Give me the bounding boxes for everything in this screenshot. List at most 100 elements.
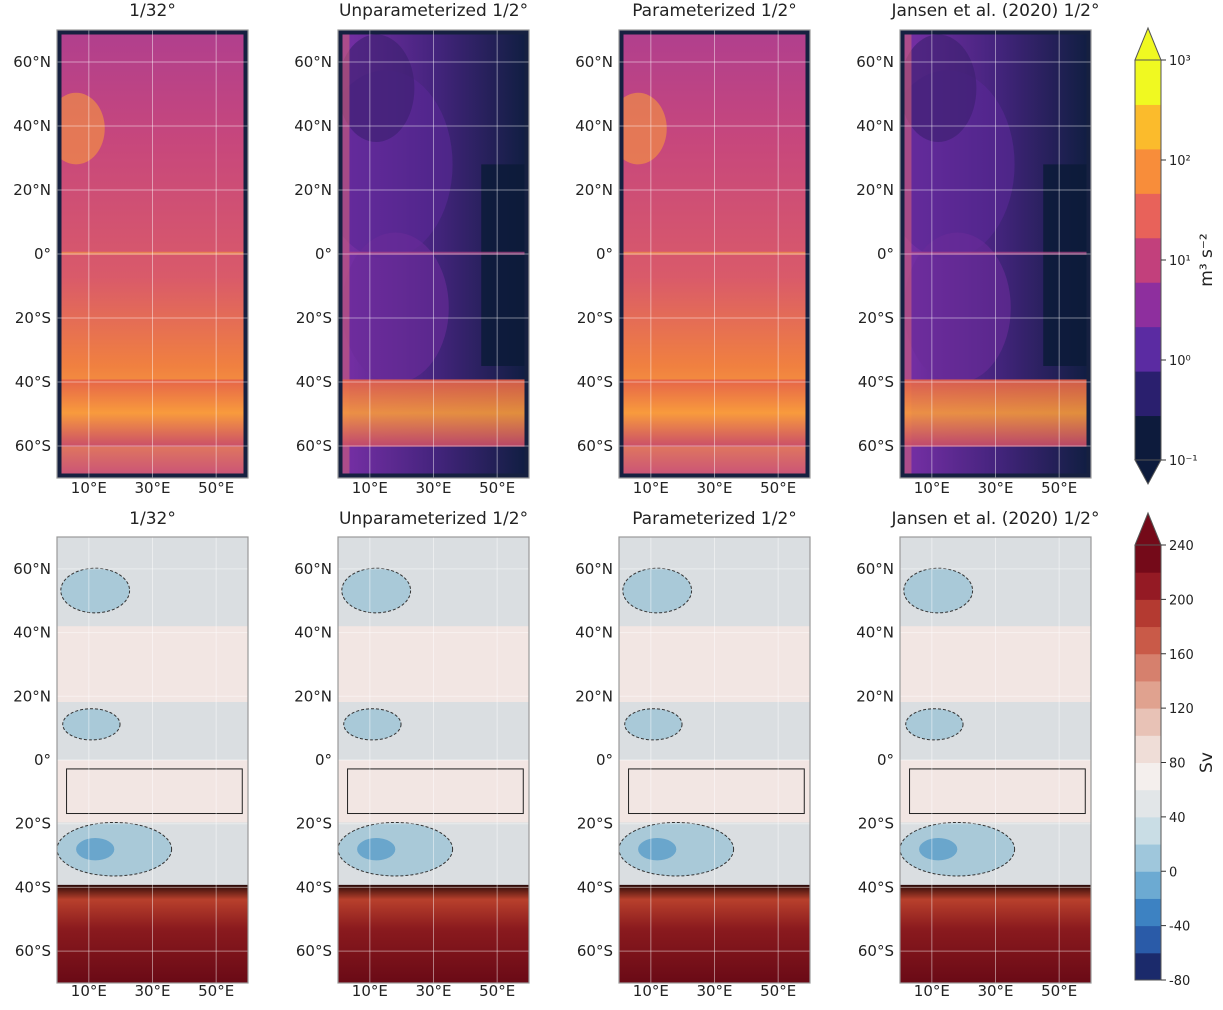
colorbar-band bbox=[1135, 599, 1161, 628]
field-blob bbox=[919, 838, 958, 861]
lon-tick-label: 30°E bbox=[977, 479, 1013, 497]
colorbar-band bbox=[1135, 789, 1161, 818]
field-frame bbox=[619, 30, 810, 478]
colorbar-band bbox=[1135, 545, 1161, 573]
field-blob bbox=[338, 34, 415, 143]
field-dark bbox=[1043, 164, 1091, 366]
lat-tick-label: 60°S bbox=[577, 437, 613, 455]
field-contour bbox=[347, 768, 524, 815]
lat-tick-label: 40°N bbox=[575, 624, 613, 642]
lat-tick-label: 40°S bbox=[577, 878, 613, 896]
field bbox=[900, 537, 1091, 983]
lon-tick-label: 10°E bbox=[633, 479, 669, 497]
field-blob bbox=[76, 838, 115, 861]
lon-tick-label: 10°E bbox=[352, 479, 388, 497]
lon-tick-label: 30°E bbox=[415, 479, 451, 497]
colorbar-band bbox=[1135, 762, 1161, 791]
lat-tick-label: 0° bbox=[877, 751, 894, 769]
lat-tick-label: 20°S bbox=[296, 815, 332, 833]
colorbar-tick-label: -80 bbox=[1169, 974, 1190, 989]
lat-tick-label: 20°S bbox=[577, 309, 613, 327]
panel-border bbox=[899, 29, 1092, 479]
map-panel: 60°N 40°N 20°N 0° 20°S 40°S 60°S 10°E 30°E 50°E Un… bbox=[294, 509, 530, 1000]
lon-tick-label: 10°E bbox=[914, 479, 950, 497]
lon-tick-label: 30°E bbox=[696, 479, 732, 497]
lon-tick-label: 30°E bbox=[415, 982, 451, 1000]
field-pink bbox=[900, 760, 1091, 823]
lon-tick-label: 30°E bbox=[696, 982, 732, 1000]
panel-title: Unparameterized 1/2° bbox=[339, 1, 528, 21]
lat-tick-label: 40°S bbox=[296, 878, 332, 896]
lat-tick-label: 20°N bbox=[13, 687, 51, 705]
field-contour bbox=[628, 768, 805, 815]
colorbar-label: m³ s⁻² bbox=[1197, 233, 1217, 286]
lat-tick-label: 20°S bbox=[15, 815, 51, 833]
lon-tick-label: 10°E bbox=[633, 982, 669, 1000]
field-blob bbox=[57, 821, 173, 877]
field-blob bbox=[624, 708, 683, 741]
lat-tick-label: 20°S bbox=[296, 309, 332, 327]
lon-tick-label: 10°E bbox=[914, 982, 950, 1000]
field-pink bbox=[619, 626, 810, 703]
lat-tick-label: 40°S bbox=[858, 878, 894, 896]
lat-tick-label: 40°N bbox=[856, 117, 894, 135]
field-blob bbox=[343, 708, 402, 741]
colorbar-band bbox=[1135, 326, 1161, 372]
field-blob bbox=[357, 838, 396, 861]
map-panel: 60°N 40°N 20°N 0° 20°S 40°S 60°S 10°E 30°E 50°E Pa… bbox=[575, 509, 811, 1000]
lat-tick-label: 40°N bbox=[294, 624, 332, 642]
lon-tick-label: 50°E bbox=[760, 982, 796, 1000]
colorbar-band bbox=[1135, 60, 1161, 105]
lat-tick-label: 60°S bbox=[577, 942, 613, 960]
colorbar-band bbox=[1135, 816, 1161, 845]
lat-tick-label: 0° bbox=[315, 245, 332, 263]
colorbar-band bbox=[1135, 952, 1161, 981]
field bbox=[338, 30, 529, 478]
colorbar-band bbox=[1135, 708, 1161, 736]
lat-tick-label: 40°S bbox=[858, 373, 894, 391]
lon-tick-label: 10°E bbox=[71, 982, 107, 1000]
colorbar-tick-label: 10³ bbox=[1169, 54, 1191, 69]
panel-title: Parameterized 1/2° bbox=[632, 1, 797, 21]
colorbar-tick-label: 10⁰ bbox=[1169, 354, 1191, 369]
lat-tick-label: 60°N bbox=[294, 560, 332, 578]
lon-tick-label: 30°E bbox=[134, 982, 170, 1000]
field-pink bbox=[900, 626, 1091, 703]
colorbar: 10³ 10² 10¹ 10⁰ 10⁻¹ m³ s⁻² bbox=[1134, 26, 1217, 486]
field bbox=[57, 537, 248, 983]
field-blob bbox=[905, 708, 964, 741]
lon-tick-label: 50°E bbox=[760, 479, 796, 497]
field-contour bbox=[909, 768, 1086, 815]
lat-tick-label: 0° bbox=[34, 751, 51, 769]
field bbox=[900, 30, 1091, 478]
lat-tick-label: 60°S bbox=[296, 942, 332, 960]
colorbar-band bbox=[1135, 104, 1161, 150]
lat-tick-label: 40°N bbox=[575, 117, 613, 135]
panel-title: 1/32° bbox=[129, 1, 176, 21]
field-blob bbox=[619, 92, 667, 165]
lon-tick-label: 10°E bbox=[71, 479, 107, 497]
lat-tick-label: 60°S bbox=[15, 942, 51, 960]
colorbar-band bbox=[1135, 626, 1161, 655]
field-red bbox=[619, 884, 810, 983]
field-blob bbox=[903, 232, 1011, 384]
lat-tick-label: 20°S bbox=[858, 309, 894, 327]
field-blob bbox=[903, 567, 974, 614]
lon-tick-label: 50°E bbox=[1041, 982, 1077, 1000]
lat-tick-label: 60°N bbox=[575, 53, 613, 71]
field-blob bbox=[341, 232, 449, 384]
colorbar-band bbox=[1135, 735, 1161, 763]
field-pink bbox=[338, 626, 529, 703]
panel-title: Unparameterized 1/2° bbox=[339, 509, 528, 529]
lat-tick-label: 0° bbox=[596, 751, 613, 769]
field-band bbox=[900, 379, 1091, 447]
lat-tick-label: 20°N bbox=[294, 181, 332, 199]
lat-tick-label: 20°N bbox=[575, 181, 613, 199]
map-panel: 60°N 40°N 20°N 0° 20°S 40°S 60°S 10°E 30°E 50°E 1/… bbox=[13, 1, 249, 497]
panel-border bbox=[899, 536, 1092, 984]
panel-border bbox=[337, 536, 530, 984]
colorbar-band bbox=[1135, 653, 1161, 682]
lon-tick-label: 50°E bbox=[198, 479, 234, 497]
lat-tick-label: 60°S bbox=[858, 437, 894, 455]
colorbar-band bbox=[1135, 572, 1161, 600]
